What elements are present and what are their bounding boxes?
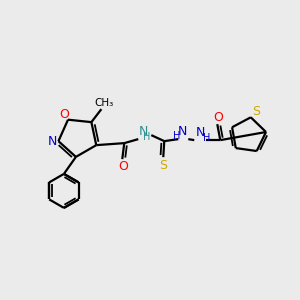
Text: N: N [178,124,187,138]
Text: H: H [142,132,150,142]
Text: O: O [213,111,223,124]
Text: CH₃: CH₃ [95,98,114,108]
Text: O: O [118,160,128,172]
Text: N: N [48,135,57,148]
Text: N: N [139,124,148,138]
Text: S: S [252,105,260,118]
Text: H: H [202,133,210,143]
Text: N: N [196,126,205,139]
Text: H: H [172,131,180,141]
Text: S: S [159,159,167,172]
Text: O: O [59,108,69,121]
